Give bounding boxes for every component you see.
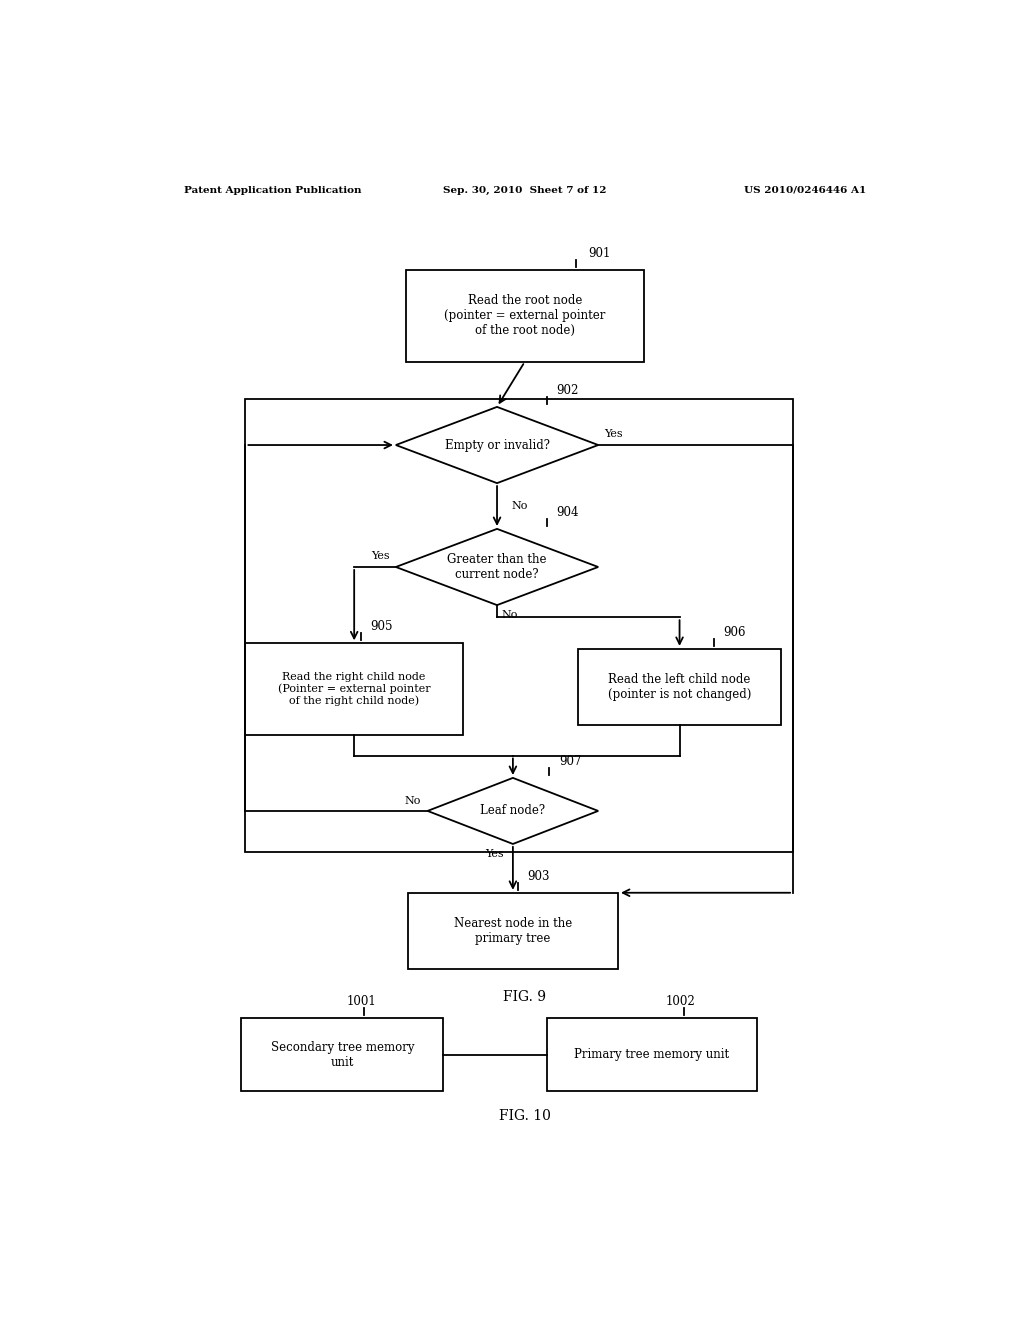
Text: No: No bbox=[404, 796, 421, 805]
Text: 906: 906 bbox=[723, 626, 745, 639]
Text: Yes: Yes bbox=[604, 429, 624, 440]
Text: No: No bbox=[501, 610, 517, 620]
Text: 904: 904 bbox=[557, 506, 579, 519]
Polygon shape bbox=[396, 407, 598, 483]
Text: US 2010/0246446 A1: US 2010/0246446 A1 bbox=[743, 186, 866, 195]
FancyBboxPatch shape bbox=[241, 1018, 443, 1092]
Text: Nearest node in the
primary tree: Nearest node in the primary tree bbox=[454, 917, 572, 945]
Text: FIG. 10: FIG. 10 bbox=[499, 1109, 551, 1123]
Text: No: No bbox=[511, 502, 527, 511]
Text: FIG. 9: FIG. 9 bbox=[504, 990, 546, 1005]
Polygon shape bbox=[396, 529, 598, 605]
Text: Read the right child node
(Pointer = external pointer
of the right child node): Read the right child node (Pointer = ext… bbox=[278, 672, 430, 706]
Text: Patent Application Publication: Patent Application Publication bbox=[183, 186, 361, 195]
Text: Empty or invalid?: Empty or invalid? bbox=[444, 438, 550, 451]
FancyBboxPatch shape bbox=[245, 643, 463, 735]
FancyBboxPatch shape bbox=[408, 892, 618, 969]
Text: Secondary tree memory
unit: Secondary tree memory unit bbox=[270, 1041, 414, 1069]
Text: Read the root node
(pointer = external pointer
of the root node): Read the root node (pointer = external p… bbox=[444, 294, 605, 338]
FancyBboxPatch shape bbox=[406, 271, 644, 362]
Text: Leaf node?: Leaf node? bbox=[480, 804, 546, 817]
Text: Greater than the
current node?: Greater than the current node? bbox=[447, 553, 547, 581]
Text: Primary tree memory unit: Primary tree memory unit bbox=[574, 1048, 729, 1061]
Text: Sep. 30, 2010  Sheet 7 of 12: Sep. 30, 2010 Sheet 7 of 12 bbox=[443, 186, 606, 195]
Text: Yes: Yes bbox=[484, 849, 504, 859]
Text: 902: 902 bbox=[557, 384, 579, 397]
Text: 1001: 1001 bbox=[346, 995, 376, 1008]
Text: 903: 903 bbox=[527, 870, 550, 883]
Text: Read the left child node
(pointer is not changed): Read the left child node (pointer is not… bbox=[608, 673, 752, 701]
Polygon shape bbox=[428, 777, 598, 843]
Text: 1002: 1002 bbox=[666, 995, 696, 1008]
Text: 905: 905 bbox=[370, 620, 392, 634]
FancyBboxPatch shape bbox=[547, 1018, 757, 1092]
Text: Yes: Yes bbox=[371, 550, 389, 561]
Text: 907: 907 bbox=[559, 755, 582, 768]
Text: 901: 901 bbox=[588, 247, 610, 260]
FancyBboxPatch shape bbox=[579, 649, 780, 725]
